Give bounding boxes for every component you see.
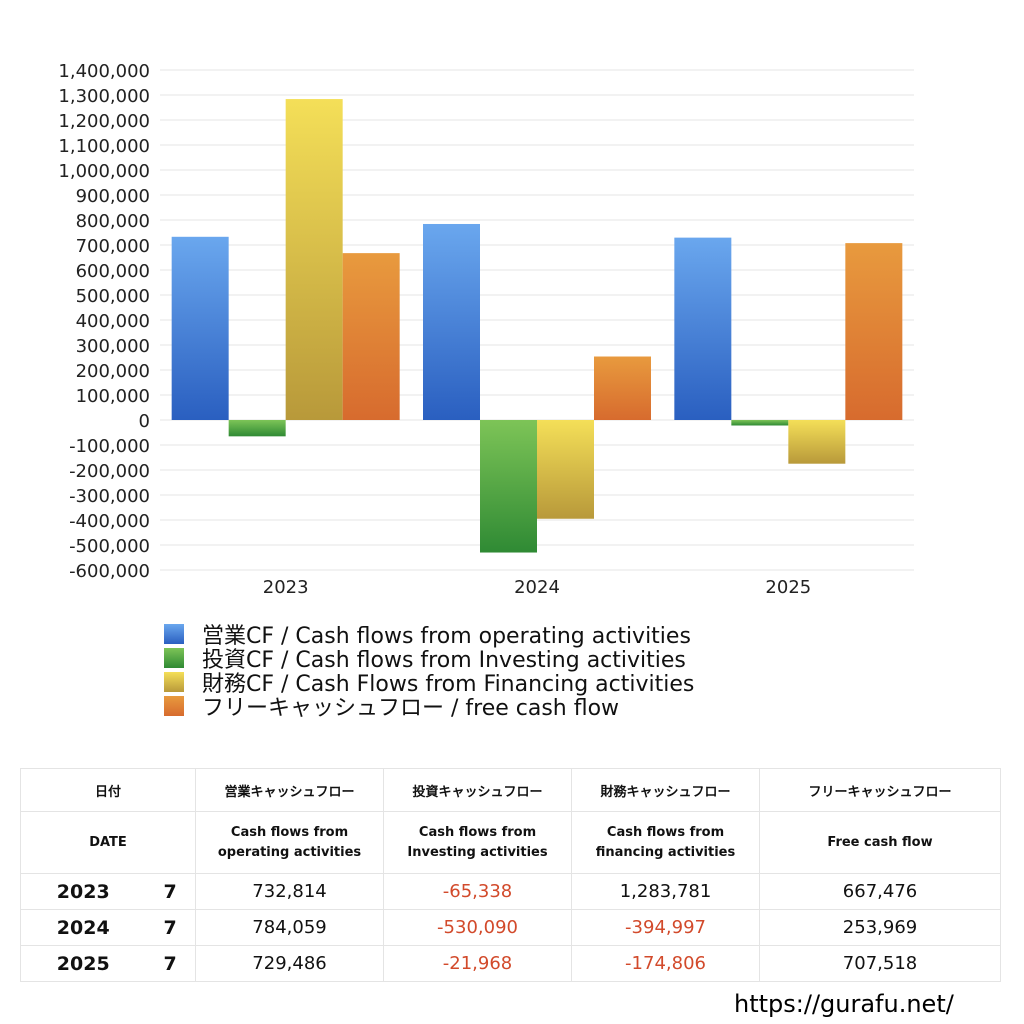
legend-label-financing: 財務CF / Cash Flows from Financing activit… xyxy=(202,672,695,697)
row-investing: -530,090 xyxy=(383,909,573,946)
row-month: 7 xyxy=(145,873,197,910)
row-financing: -174,806 xyxy=(571,945,761,982)
row-financing: 1,283,781 xyxy=(571,873,761,910)
y-tick-label: 300,000 xyxy=(76,336,150,357)
row-year: 2025 xyxy=(20,945,146,982)
table-row: 2023 7 732,814 -65,338 1,283,781 667,476 xyxy=(20,873,1002,910)
row-financing: -394,997 xyxy=(571,909,761,946)
y-tick-label: 700,000 xyxy=(76,236,150,257)
row-investing: -65,338 xyxy=(383,873,573,910)
legend-item-financing: 財務CF / Cash Flows from Financing activit… xyxy=(164,670,694,697)
y-tick-label: 0 xyxy=(139,411,150,432)
legend-label-operating: 営業CF / Cash flows from operating activit… xyxy=(202,624,691,649)
bar-free-2024 xyxy=(594,356,651,420)
bar-free-2025 xyxy=(845,243,903,420)
legend-label-free: フリーキャッシュフロー / free cash flow xyxy=(202,696,620,721)
bar-investing-2025 xyxy=(731,420,789,426)
y-tick-label: 100,000 xyxy=(76,386,150,407)
y-tick-label: 1,100,000 xyxy=(58,136,150,157)
row-year: 2023 xyxy=(20,873,146,910)
x-axis-ticks: 2023 2024 2025 xyxy=(263,577,811,598)
y-tick-label: 1,000,000 xyxy=(58,161,150,182)
table-header-row-en: DATE Cash flows from operating activities… xyxy=(19,811,1002,874)
header-free-jp: フリーキャッシュフロー xyxy=(759,768,1002,812)
bar-free-2023 xyxy=(342,253,400,420)
row-operating: 784,059 xyxy=(195,909,385,946)
legend-item-investing: 投資CF / Cash flows from Investing activit… xyxy=(164,646,694,673)
bar-financing-2025 xyxy=(788,420,846,464)
y-tick-label: 1,200,000 xyxy=(58,111,150,132)
bar-investing-2024 xyxy=(480,420,537,553)
row-operating: 729,486 xyxy=(195,945,385,982)
bar-financing-2024 xyxy=(537,420,594,519)
row-free: 253,969 xyxy=(759,909,1002,946)
header-date-en: DATE xyxy=(19,811,197,874)
y-tick-label: 200,000 xyxy=(76,361,150,382)
header-date-jp: 日付 xyxy=(19,768,197,812)
y-tick-label: -400,000 xyxy=(69,511,150,532)
header-operating-en: Cash flows from operating activities xyxy=(195,811,385,874)
header-financing-jp: 財務キャッシュフロー xyxy=(571,768,761,812)
legend-item-free: フリーキャッシュフロー / free cash flow xyxy=(164,694,694,721)
row-operating: 732,814 xyxy=(195,873,385,910)
y-tick-label: 1,400,000 xyxy=(58,61,150,82)
site-url[interactable]: https://gurafu.net/ xyxy=(734,990,954,1018)
chart-legend: 営業CF / Cash flows from operating activit… xyxy=(164,622,694,721)
row-month: 7 xyxy=(145,945,197,982)
x-tick-label: 2025 xyxy=(765,577,811,598)
header-financing-en: Cash flows from financing activities xyxy=(571,811,761,874)
bar-operating-2023 xyxy=(171,236,229,420)
y-tick-label: -500,000 xyxy=(69,536,150,557)
y-tick-label: 500,000 xyxy=(76,286,150,307)
bar-financing-2023 xyxy=(285,99,343,420)
table-row: 2025 7 729,486 -21,968 -174,806 707,518 xyxy=(20,945,1002,982)
y-tick-label: 800,000 xyxy=(76,211,150,232)
legend-swatch-operating xyxy=(164,624,184,644)
y-tick-label: -600,000 xyxy=(69,561,150,582)
legend-item-operating: 営業CF / Cash flows from operating activit… xyxy=(164,622,694,649)
x-tick-label: 2023 xyxy=(263,577,309,598)
chart-bars xyxy=(171,99,903,553)
cash-flow-bar-chart: 1,400,000 1,300,000 1,200,000 1,100,000 1,00… xyxy=(58,61,914,598)
x-tick-label: 2024 xyxy=(514,577,560,598)
y-tick-label: -200,000 xyxy=(69,461,150,482)
row-free: 667,476 xyxy=(759,873,1002,910)
y-tick-label: -300,000 xyxy=(69,486,150,507)
row-month: 7 xyxy=(145,909,197,946)
y-tick-label: 600,000 xyxy=(76,261,150,282)
row-investing: -21,968 xyxy=(383,945,573,982)
y-tick-label: 400,000 xyxy=(76,311,150,332)
row-year: 2024 xyxy=(20,909,146,946)
legend-swatch-financing xyxy=(164,672,184,692)
cash-flow-table: 日付 営業キャッシュフロー 投資キャッシュフロー 財務キャッシュフロー フリーキ… xyxy=(19,768,1002,982)
bar-investing-2023 xyxy=(228,420,286,437)
y-axis-ticks: 1,400,000 1,300,000 1,200,000 1,100,000 1,00… xyxy=(58,61,150,582)
y-tick-label: 900,000 xyxy=(76,186,150,207)
header-investing-jp: 投資キャッシュフロー xyxy=(383,768,573,812)
bar-operating-2024 xyxy=(423,223,480,420)
legend-swatch-free xyxy=(164,696,184,716)
legend-label-investing: 投資CF / Cash flows from Investing activit… xyxy=(202,648,686,673)
header-free-en: Free cash flow xyxy=(759,811,1002,874)
table-header-row-jp: 日付 営業キャッシュフロー 投資キャッシュフロー 財務キャッシュフロー フリーキ… xyxy=(19,768,1002,812)
row-free: 707,518 xyxy=(759,945,1002,982)
header-operating-jp: 営業キャッシュフロー xyxy=(195,768,385,812)
y-tick-label: -100,000 xyxy=(69,436,150,457)
header-investing-en: Cash flows from Investing activities xyxy=(383,811,573,874)
table-row: 2024 7 784,059 -530,090 -394,997 253,969 xyxy=(20,909,1002,946)
bar-operating-2025 xyxy=(674,237,732,420)
legend-swatch-investing xyxy=(164,648,184,668)
y-tick-label: 1,300,000 xyxy=(58,86,150,107)
